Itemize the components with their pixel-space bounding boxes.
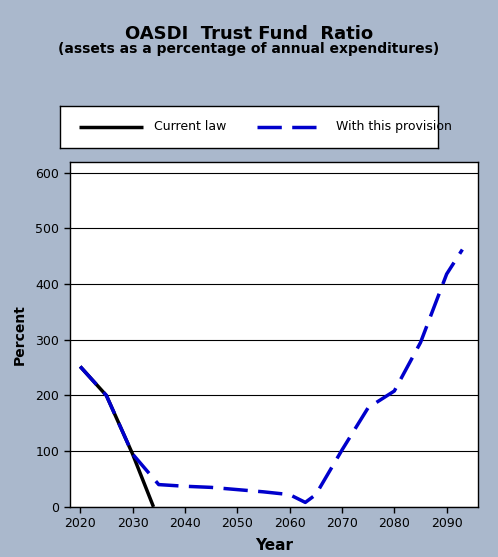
Y-axis label: Percent: Percent [13,304,27,365]
Text: With this provision: With this provision [336,120,452,133]
Text: (assets as a percentage of annual expenditures): (assets as a percentage of annual expend… [58,42,440,56]
Text: Current law: Current law [154,120,227,133]
X-axis label: Year: Year [255,538,293,553]
Text: OASDI  Trust Fund  Ratio: OASDI Trust Fund Ratio [125,25,373,43]
